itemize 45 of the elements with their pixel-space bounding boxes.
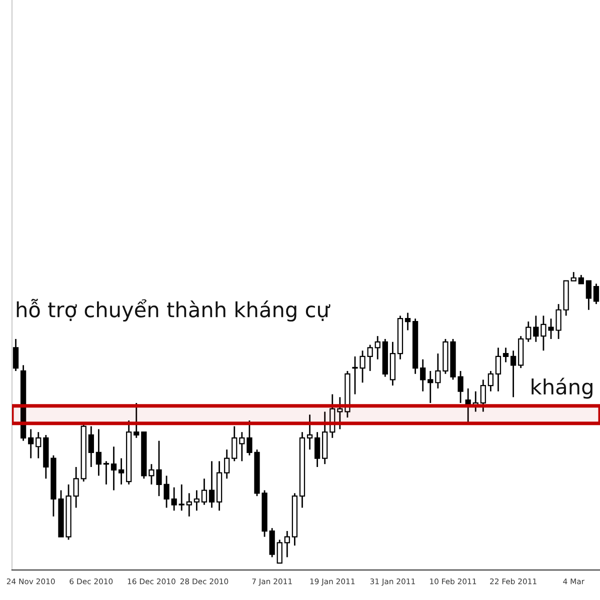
candlestick — [103, 460, 110, 486]
candlestick — [134, 402, 140, 439]
candlestick — [367, 344, 373, 372]
candlestick — [502, 347, 509, 363]
candlestick — [12, 338, 19, 372]
candlestick — [420, 358, 426, 392]
candlestick — [404, 312, 411, 331]
candlestick — [96, 428, 102, 476]
candlestick — [232, 426, 238, 462]
candlestick — [533, 315, 539, 343]
candlestick — [269, 527, 275, 558]
candlestick — [201, 478, 208, 506]
candlestick — [465, 388, 471, 424]
candlestick — [239, 431, 245, 462]
candlestick — [480, 379, 486, 412]
candlestick — [276, 539, 282, 564]
candlestick — [488, 370, 494, 392]
candlestick — [36, 431, 42, 459]
candlestick — [224, 448, 230, 480]
candlestick — [306, 414, 313, 450]
candlestick — [28, 428, 34, 459]
candlestick — [208, 460, 215, 508]
candlestick — [186, 492, 192, 518]
candlestick — [495, 347, 502, 392]
candlestick — [73, 466, 79, 508]
candlestick — [526, 320, 532, 343]
candlestick — [178, 484, 184, 512]
candlestick — [284, 530, 290, 558]
candlestick — [110, 446, 117, 491]
candlestick — [118, 458, 124, 486]
candlestick — [593, 282, 600, 305]
candlestick — [337, 396, 343, 430]
candlestick — [88, 426, 94, 468]
candlestick — [472, 390, 478, 412]
candlestick — [314, 431, 320, 468]
candlestick — [510, 350, 516, 398]
annotation: hỗ trợ chuyển thành kháng cự — [16, 298, 330, 322]
candlestick — [374, 335, 380, 360]
candlestick — [586, 280, 592, 311]
annotation: kháng — [532, 378, 592, 399]
candlestick — [330, 394, 336, 439]
candlestick — [428, 370, 434, 404]
candlestick — [171, 486, 177, 512]
candlestick — [194, 490, 200, 512]
candlestick — [435, 352, 441, 390]
